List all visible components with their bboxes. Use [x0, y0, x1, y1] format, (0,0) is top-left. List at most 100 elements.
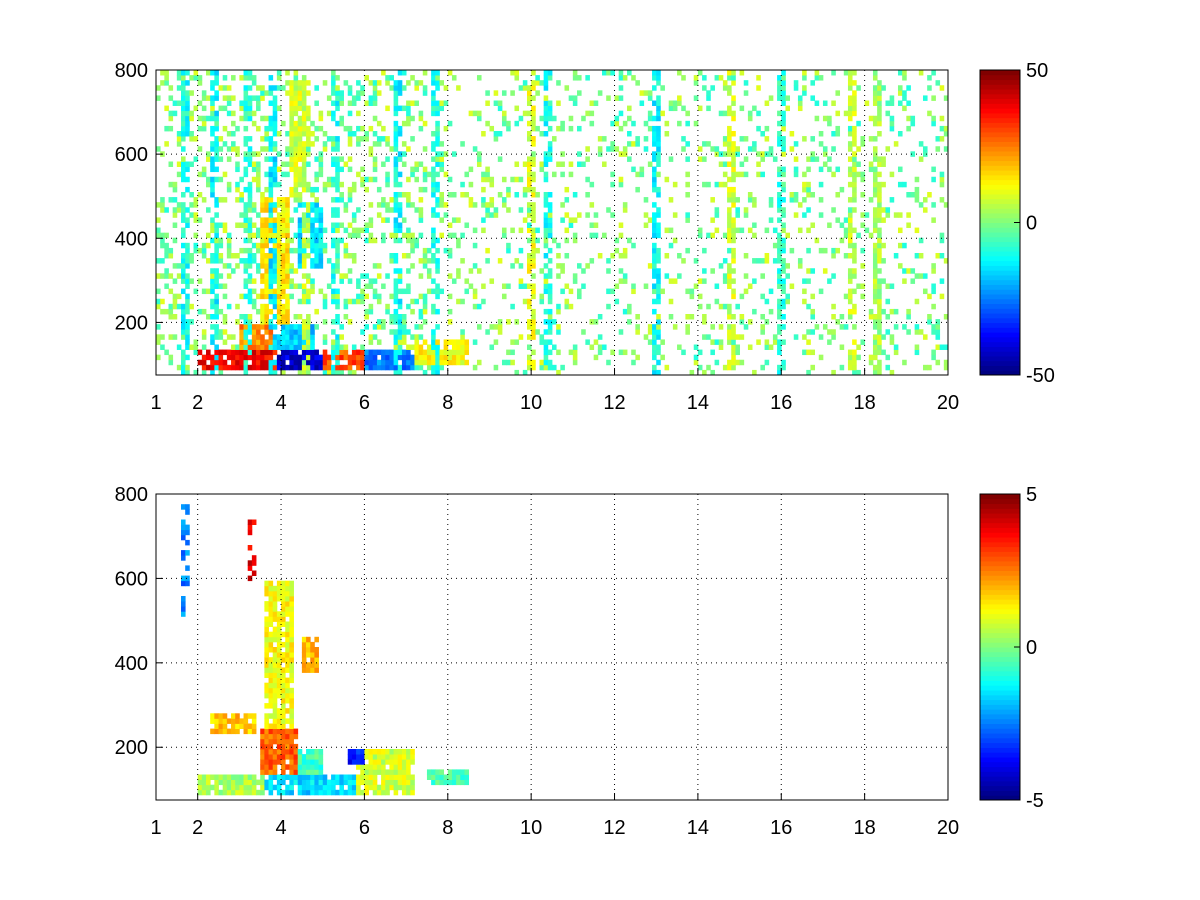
heatmap-cell [401, 120, 407, 127]
colorbar-step [980, 317, 1020, 324]
heatmap-cell [531, 247, 536, 254]
heatmap-cell [264, 156, 269, 162]
heatmap-cell [310, 759, 315, 765]
heatmap-cell [881, 156, 886, 162]
heatmap-cell [310, 258, 315, 264]
heatmap-cell [635, 186, 640, 193]
colorbar-step [980, 79, 1020, 85]
heatmap-cell [410, 344, 415, 350]
heatmap-cell [810, 136, 816, 142]
heatmap-cell [781, 100, 786, 106]
colorbar-step [980, 756, 1020, 763]
heatmap-cell [526, 207, 532, 213]
colorbar-step [980, 508, 1020, 514]
heatmap-cell [852, 339, 857, 345]
heatmap-cell [264, 258, 269, 264]
heatmap-cell [222, 349, 228, 356]
heatmap-cell [214, 80, 219, 86]
heatmap-cell [226, 354, 232, 361]
heatmap-cell [922, 364, 928, 371]
heatmap-cell [697, 70, 703, 76]
heatmap-cell [647, 329, 653, 335]
heatmap-cell [414, 100, 420, 106]
heatmap-cell [293, 759, 299, 765]
colorbar-step [980, 251, 1020, 257]
heatmap-cell [264, 703, 269, 709]
heatmap-cell [181, 253, 186, 259]
heatmap-cell [289, 692, 294, 699]
heatmap-cell [410, 232, 415, 239]
heatmap-cell [201, 789, 207, 796]
heatmap-cell [731, 100, 736, 106]
heatmap-cell [897, 212, 903, 218]
heatmap-cell [518, 334, 524, 340]
heatmap-cell [418, 125, 424, 132]
heatmap-cell [360, 789, 365, 796]
heatmap-cell [368, 774, 374, 780]
heatmap-cell [197, 784, 203, 791]
heatmap-cell [272, 596, 278, 602]
heatmap-cell [260, 314, 265, 320]
heatmap-cell [747, 192, 753, 198]
heatmap-cell [260, 247, 265, 254]
heatmap-cell [181, 611, 186, 617]
heatmap-cell [727, 237, 732, 244]
heatmap-cell [164, 105, 169, 112]
heatmap-cell [218, 789, 224, 796]
heatmap-cell [376, 749, 382, 755]
heatmap-cell [731, 70, 736, 76]
heatmap-cell [652, 131, 657, 137]
heatmap-cell [847, 278, 853, 284]
heatmap-cell [264, 125, 269, 132]
heatmap-cell [872, 217, 878, 223]
heatmap-cell [593, 212, 599, 218]
heatmap-cell [389, 207, 394, 213]
heatmap-cell [877, 110, 882, 117]
heatmap-cell [272, 303, 278, 310]
heatmap-cell [406, 288, 411, 295]
heatmap-cell [256, 789, 261, 796]
heatmap-cell [181, 504, 186, 510]
heatmap-cell [372, 278, 378, 284]
heatmap-cell [727, 308, 732, 315]
heatmap-cell [310, 339, 315, 345]
heatmap-cell [756, 258, 761, 264]
heatmap-cell [739, 293, 745, 300]
heatmap-cell [422, 354, 428, 361]
heatmap-cell [360, 176, 365, 183]
heatmap-cell [268, 324, 274, 330]
heatmap-cell [281, 743, 286, 750]
heatmap-cell [872, 176, 878, 183]
heatmap-cell [735, 171, 740, 178]
heatmap-cell [276, 580, 282, 587]
heatmap-cell [368, 364, 374, 371]
heatmap-cell [418, 258, 424, 264]
heatmap-cell [381, 324, 386, 330]
heatmap-cell [306, 273, 311, 279]
heatmap-cell [289, 131, 294, 137]
heatmap-cell [393, 268, 399, 274]
heatmap-cell [652, 344, 657, 350]
heatmap-cell [272, 120, 278, 127]
heatmap-cell [189, 202, 194, 208]
heatmap-cell [276, 774, 282, 780]
heatmap-cell [356, 749, 361, 755]
heatmap-cell [247, 774, 253, 780]
heatmap-cell [285, 232, 290, 239]
heatmap-cell [518, 176, 524, 183]
heatmap-cell [235, 723, 240, 729]
heatmap-cell [251, 253, 257, 259]
heatmap-cell [256, 329, 261, 335]
heatmap-cell [297, 774, 303, 780]
colorbar-step [980, 790, 1020, 796]
heatmap-cell [777, 141, 782, 147]
heatmap-cell [431, 141, 436, 147]
heatmap-cell [247, 70, 253, 76]
heatmap-cell [201, 354, 207, 361]
heatmap-cell [652, 85, 657, 91]
heatmap-cell [210, 125, 215, 132]
heatmap-cell [214, 166, 219, 173]
heatmap-cell [239, 293, 244, 300]
heatmap-cell [285, 749, 290, 755]
heatmap-cell [401, 151, 407, 157]
